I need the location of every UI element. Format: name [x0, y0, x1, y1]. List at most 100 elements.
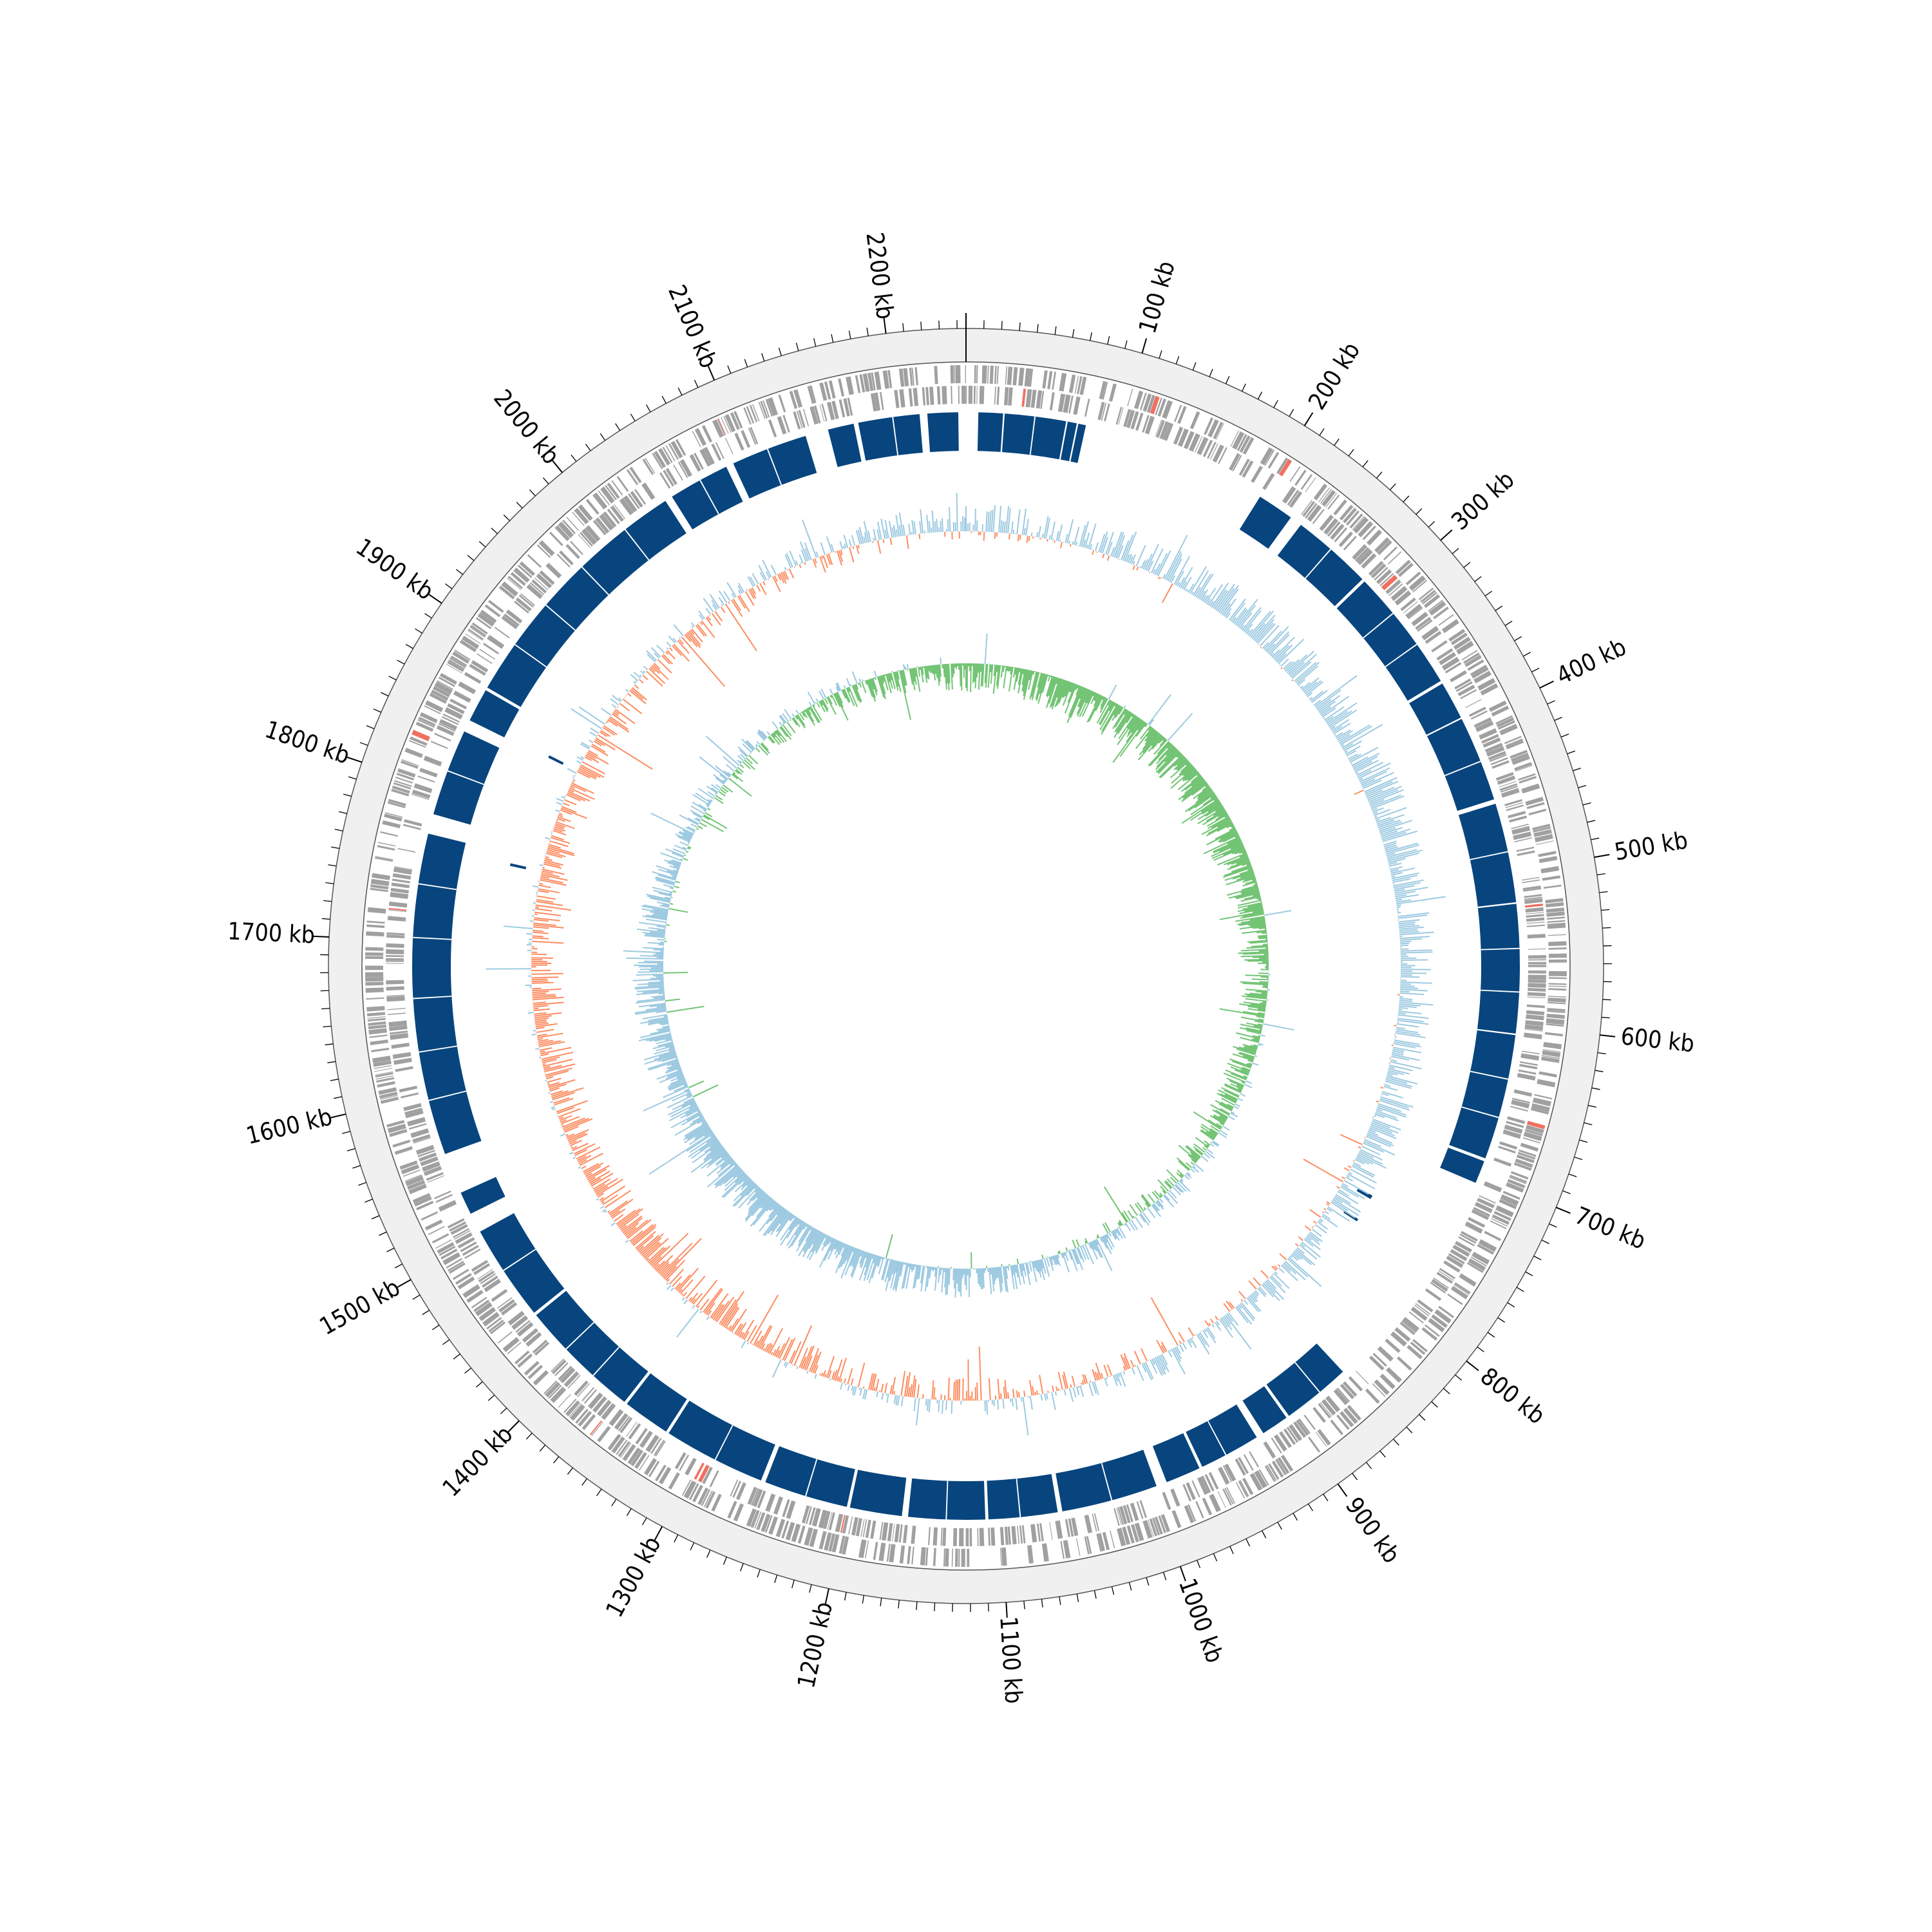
- gene-feature: [1410, 1307, 1428, 1321]
- gene-feature: [1387, 551, 1402, 565]
- gene-feature: [1433, 606, 1449, 620]
- minor-tick: [1262, 1530, 1267, 1539]
- gene-feature: [1352, 516, 1369, 534]
- gene-feature: [1520, 1053, 1540, 1061]
- gene-feature: [1417, 1299, 1434, 1312]
- minor-tick: [1516, 1287, 1524, 1293]
- gene-feature: [1504, 1124, 1523, 1134]
- gene-feature: [1431, 1314, 1448, 1328]
- gene-feature: [453, 1230, 471, 1240]
- gene-feature: [419, 1152, 437, 1162]
- gene-feature: [368, 1024, 387, 1030]
- gene-feature: [652, 453, 663, 469]
- gene-feature: [477, 1269, 493, 1280]
- gene-feature: [367, 1016, 386, 1019]
- gene-feature: [1506, 1121, 1524, 1128]
- gene-feature: [1101, 402, 1107, 421]
- gene-feature: [416, 1200, 434, 1211]
- gene-feature: [599, 513, 614, 531]
- gene-feature: [1497, 720, 1515, 730]
- gene-feature: [1036, 390, 1043, 409]
- gene-feature: [611, 1436, 625, 1454]
- gene-feature: [907, 1546, 911, 1564]
- gene-feature: [1063, 394, 1071, 413]
- gene-feature: [894, 1524, 900, 1542]
- minor-tick: [1416, 508, 1423, 515]
- gene-feature: [775, 1519, 786, 1537]
- gene-feature: [1036, 1523, 1041, 1542]
- gene-feature: [1249, 1473, 1263, 1491]
- gene-feature: [1499, 1198, 1517, 1209]
- gene-feature: [375, 857, 393, 862]
- gene-feature: [1243, 1454, 1254, 1471]
- gene-feature: [447, 1218, 465, 1229]
- minor-tick: [813, 338, 817, 347]
- synteny-block: [765, 1446, 855, 1507]
- gene-feature: [464, 1248, 481, 1259]
- gene-feature: [506, 609, 523, 624]
- minor-tick: [373, 708, 382, 713]
- gene-feature: [1126, 1504, 1133, 1522]
- gene-feature: [437, 1242, 455, 1254]
- gene-feature: [437, 680, 453, 690]
- gene-feature: [574, 1380, 589, 1396]
- gene-feature: [607, 508, 620, 525]
- gene-feature: [782, 415, 790, 433]
- gene-feature: [1499, 781, 1517, 788]
- gene-feature: [749, 404, 758, 422]
- gene-feature: [366, 924, 385, 928]
- minor-tick: [1197, 1560, 1201, 1569]
- gene-feature: [464, 672, 482, 684]
- minor-tick: [1579, 1139, 1588, 1143]
- gene-feature: [1194, 435, 1203, 453]
- gene-feature: [1467, 659, 1484, 671]
- gene-feature: [441, 715, 459, 726]
- gene-feature: [1504, 735, 1522, 744]
- minor-tick: [1601, 909, 1610, 911]
- gene-feature: [1282, 486, 1296, 504]
- gene-feature: [1548, 959, 1567, 963]
- gene-feature: [1483, 1181, 1502, 1193]
- gene-feature: [1488, 751, 1506, 761]
- gene-feature: [429, 692, 447, 704]
- minor-tick: [674, 1534, 679, 1543]
- gene-feature: [408, 740, 426, 748]
- gene-feature: [662, 446, 673, 464]
- synteny-block: [858, 414, 923, 461]
- gene-feature: [1242, 1477, 1254, 1495]
- gene-feature: [1134, 1522, 1144, 1542]
- rna-feature: [1021, 388, 1027, 407]
- gene-feature: [1098, 1533, 1105, 1551]
- minor-tick: [346, 1148, 355, 1151]
- minor-tick: [453, 1353, 460, 1359]
- gene-feature: [1162, 1492, 1171, 1510]
- rna-feature: [1526, 1121, 1546, 1130]
- gene-feature: [865, 1519, 871, 1539]
- gene-feature: [372, 1056, 391, 1063]
- synteny-block: [469, 690, 520, 738]
- gene-feature: [1447, 1293, 1463, 1305]
- gene-feature: [1439, 1267, 1456, 1280]
- gene-feature: [630, 491, 643, 508]
- gene-feature: [419, 768, 438, 778]
- gene-feature: [427, 1175, 445, 1183]
- gene-feature: [847, 397, 853, 416]
- minor-tick: [757, 1569, 761, 1578]
- minor-tick: [1041, 1598, 1043, 1607]
- gene-feature: [1412, 1339, 1428, 1352]
- gene-feature: [1540, 866, 1560, 874]
- gene-feature: [614, 504, 626, 520]
- gene-feature: [954, 365, 956, 384]
- gene-feature: [581, 528, 597, 545]
- gene-feature: [565, 1400, 580, 1417]
- gene-feature: [618, 1441, 630, 1457]
- gene-feature: [1177, 428, 1189, 447]
- minor-tick: [902, 323, 904, 332]
- gene-feature: [386, 994, 405, 997]
- gene-feature: [1149, 1518, 1158, 1537]
- gene-feature: [1450, 1285, 1468, 1300]
- tick-label: 2200 kb: [860, 231, 899, 321]
- gene-feature: [936, 386, 941, 405]
- gene-feature: [388, 1020, 407, 1027]
- gene-feature: [1536, 840, 1554, 846]
